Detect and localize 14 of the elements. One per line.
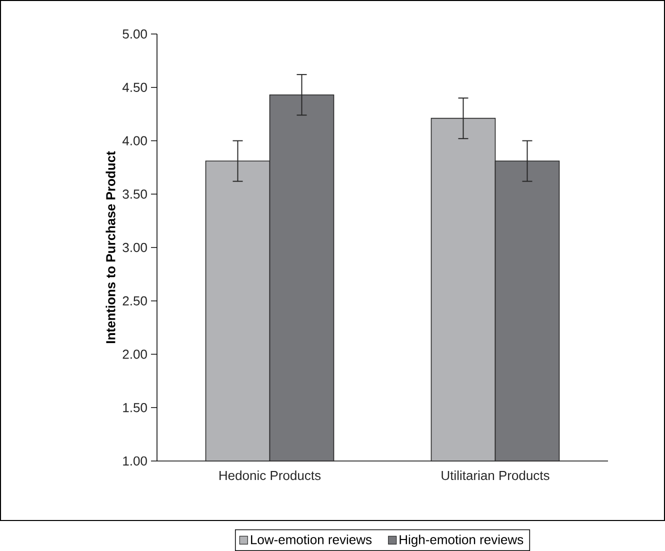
- legend-label: Low-emotion reviews: [251, 534, 372, 544]
- y-tick-label: 4.50: [122, 82, 147, 92]
- legend-label: High-emotion reviews: [400, 534, 524, 547]
- y-tick-label: 3.00: [122, 242, 147, 252]
- y-tick-label: 2.00: [122, 350, 147, 359]
- y-tick-label: 3.50: [122, 190, 147, 199]
- y-tick-label: 2.50: [122, 296, 147, 306]
- y-tick-label: 4.00: [122, 136, 147, 146]
- x-tick-label: Utilitarian Products: [442, 470, 550, 480]
- x-tick-label: Hedonic Products: [220, 470, 321, 480]
- y-tick-label: 5.00: [122, 29, 147, 39]
- y-tick-label: 1.00: [123, 456, 147, 466]
- y-tick-label: 1.50: [123, 402, 147, 412]
- y-axis-title: Intentions to Purchase Product: [106, 151, 116, 344]
